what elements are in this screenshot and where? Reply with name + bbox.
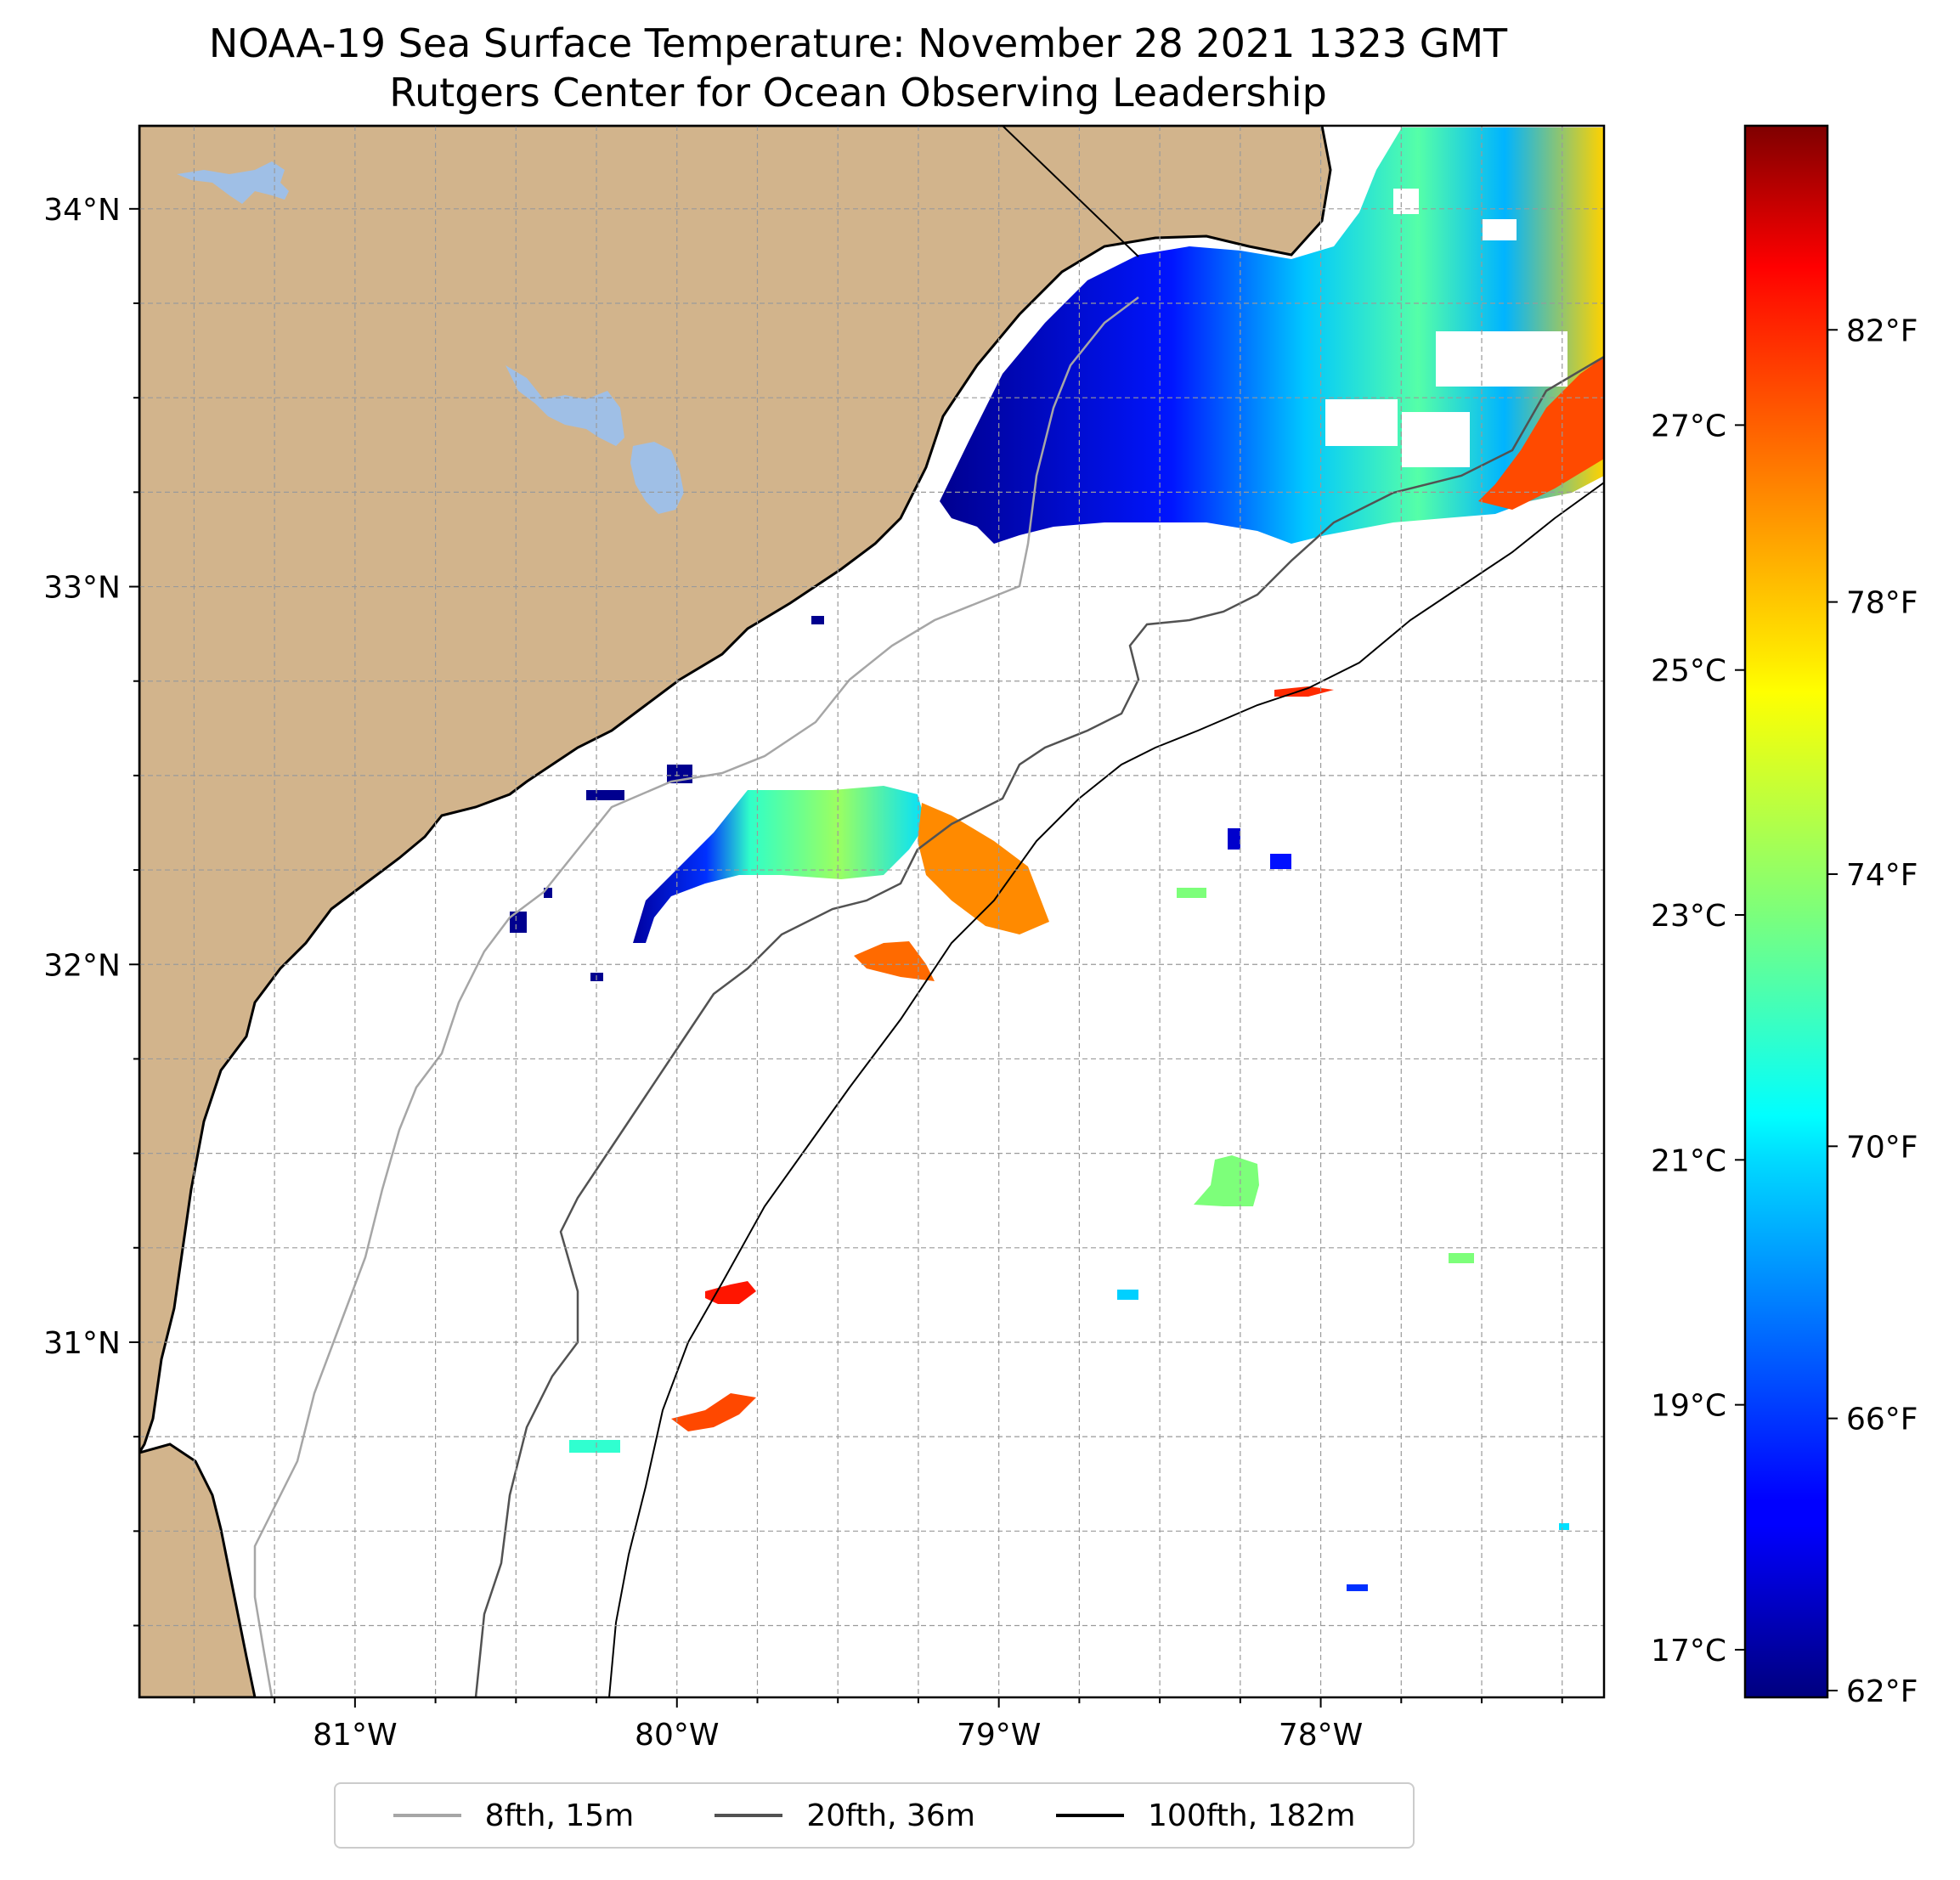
sst-patch: [705, 1281, 756, 1304]
celsius-tick-label: 23°C: [1651, 899, 1726, 934]
title-line-1: NOAA-19 Sea Surface Temperature: Novembe…: [208, 20, 1508, 66]
chart-title: NOAA-19 Sea Surface Temperature: Novembe…: [0, 19, 1716, 117]
sst-patch: [1228, 828, 1240, 850]
title-line-2: Rutgers Center for Ocean Observing Leade…: [389, 70, 1327, 116]
fahrenheit-tick-label: 78°F: [1846, 586, 1918, 621]
fahrenheit-tick-label: 82°F: [1846, 313, 1918, 348]
sst-patch: [544, 888, 552, 898]
sst-patch: [586, 790, 624, 800]
isobath-legend: 8fth, 15m 20fth, 36m 100fth, 182m: [334, 1782, 1415, 1849]
cloud-gap: [1436, 331, 1567, 387]
lat-tick-label: 33°N: [43, 571, 121, 606]
lat-tick-label: 34°N: [43, 193, 121, 228]
cloud-gap: [1325, 399, 1398, 446]
celsius-tick-label: 27°C: [1651, 409, 1726, 443]
land-mass-south: [139, 1442, 257, 1697]
sst-warm-corner: [1478, 357, 1604, 510]
isobath-8fth: [253, 296, 1139, 1697]
celsius-tick-label: 17°C: [1651, 1634, 1726, 1668]
sst-patch: [1449, 1253, 1474, 1263]
legend-entry: 100fth, 182m: [1056, 1798, 1355, 1833]
legend-label: 100fth, 182m: [1148, 1798, 1356, 1833]
legend-label: 20fth, 36m: [806, 1798, 975, 1833]
isobath-20fth: [474, 355, 1604, 1697]
celsius-tick-label: 21°C: [1651, 1143, 1726, 1178]
fahrenheit-tick-label: 66°F: [1846, 1403, 1918, 1437]
lon-tick-label: 78°W: [1279, 1718, 1363, 1753]
colorbar-frame: [1743, 124, 1829, 1699]
sst-patch: [1559, 1523, 1569, 1530]
colorbar-gradient: [1745, 126, 1827, 1697]
fahrenheit-tick-label: 62°F: [1846, 1674, 1918, 1709]
sst-warm-patch: [918, 803, 1049, 934]
cloud-gap: [1483, 219, 1517, 240]
sst-mid-patch: [633, 786, 926, 943]
legend-line-swatch: [1056, 1814, 1125, 1817]
sst-patch: [1270, 854, 1291, 869]
sst-patch: [811, 616, 824, 624]
map-frame: [138, 124, 1606, 1699]
cloud-gap: [1402, 412, 1470, 467]
sst-patch: [1117, 1290, 1138, 1300]
colorbar: 62°F 66°F 70°F 74°F 78°F 82°F 17°C 19°C 21°C 23°C…: [1651, 124, 1918, 1709]
sst-patch: [1347, 1584, 1368, 1591]
map-axis-ticks: 81°W 80°W 79°W 78°W 34°N 33°N 32°N 31°N: [43, 193, 1563, 1753]
legend-label: 8fth, 15m: [484, 1798, 635, 1833]
sst-patch: [1177, 888, 1206, 898]
sst-patch: [671, 1393, 756, 1431]
celsius-tick-label: 25°C: [1651, 654, 1726, 689]
fahrenheit-tick-label: 70°F: [1846, 1130, 1918, 1165]
sst-patch: [510, 912, 527, 933]
state-border: [1002, 126, 1139, 257]
lat-tick-label: 31°N: [43, 1326, 121, 1361]
map-area: [139, 126, 1604, 1697]
isobath-100fth: [608, 482, 1604, 1697]
legend-entry: 8fth, 15m: [393, 1798, 635, 1833]
lake-moultrie-south: [630, 442, 684, 514]
celsius-tick-label: 19°C: [1651, 1389, 1726, 1424]
map-gridlines: [139, 126, 1604, 1697]
sst-patch: [1194, 1155, 1259, 1206]
sst-warm-patch: [854, 941, 935, 981]
cloud-gap: [1393, 189, 1419, 214]
lon-tick-label: 81°W: [313, 1718, 397, 1753]
sst-patch: [569, 1440, 620, 1453]
lake-marion: [177, 161, 289, 204]
colorbar-ticks: 62°F 66°F 70°F 74°F 78°F 82°F 17°C 19°C 21°C 23°C…: [1651, 313, 1918, 1709]
lat-tick-label: 32°N: [43, 948, 121, 983]
land-mass: [139, 126, 1332, 1455]
lake-moultrie: [506, 365, 624, 446]
lon-tick-label: 79°W: [957, 1718, 1041, 1753]
legend-line-swatch: [393, 1814, 461, 1817]
fahrenheit-tick-label: 74°F: [1846, 858, 1918, 893]
lon-tick-label: 80°W: [635, 1718, 719, 1753]
legend-entry: 20fth, 36m: [715, 1798, 975, 1833]
legend-line-swatch: [715, 1814, 783, 1817]
